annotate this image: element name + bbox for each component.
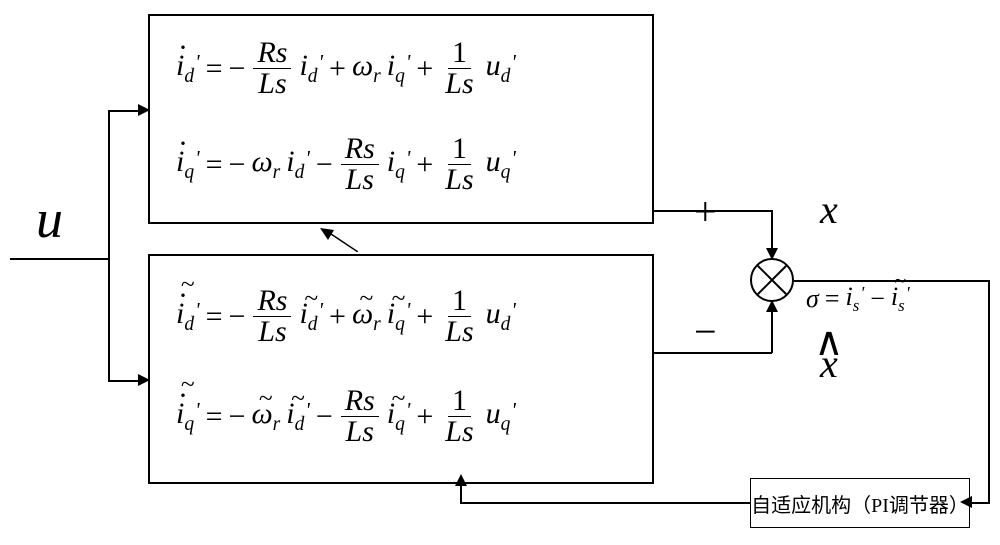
adjustable-model-box: ·~id' = − RsLs ~id' + ~ωr ~iq' + 1Ls ud'… [148, 254, 654, 484]
wire-u-to-model [108, 110, 138, 112]
model-eq1: ·id' = − RsLs id' + ωr iq' + 1Ls ud' [176, 38, 516, 99]
wire-sigma-v [988, 280, 990, 502]
sigma-equation: σ = is' − ~is' [806, 282, 910, 316]
adaptive-mechanism-box: 自适应机构（PI调节器） [750, 478, 970, 528]
adjust-eq1: ·~id' = − RsLs ~id' + ~ωr ~iq' + 1Ls ud' [176, 286, 516, 347]
model-eq2: ·iq' = − ωr id' − RsLs iq' + 1Ls uq' [176, 134, 516, 195]
arrow-hat-indicator [320, 228, 358, 252]
reference-model-box: ·id' = − RsLs id' + ωr iq' + 1Ls ud' ·iq… [148, 14, 654, 224]
wire-u-in [10, 258, 110, 260]
wire-u-split [108, 110, 110, 380]
diagram-canvas: u ·id' = − RsLs id' + ωr iq' + 1Ls ud' ·… [0, 0, 1000, 545]
wire-feedback-h [460, 502, 750, 504]
minus-sign: − [694, 308, 717, 355]
input-label-u: u [36, 188, 63, 250]
adjust-eq2: ·~iq' = − ~ωr ~id' − RsLs ~iq' + 1Ls uq' [176, 386, 516, 447]
x-label: x [820, 186, 838, 233]
arrow-feedback [455, 474, 467, 486]
wire-feedback-v [460, 484, 462, 504]
adaptive-mechanism-label: 自适应机构（PI调节器） [751, 489, 969, 518]
wire-sigma-to-adapt [970, 502, 990, 504]
plus-sign: + [694, 188, 717, 235]
summing-junction [750, 258, 794, 302]
wire-u-to-adjust [108, 380, 138, 382]
x-hat-label: ∧x [820, 340, 838, 387]
